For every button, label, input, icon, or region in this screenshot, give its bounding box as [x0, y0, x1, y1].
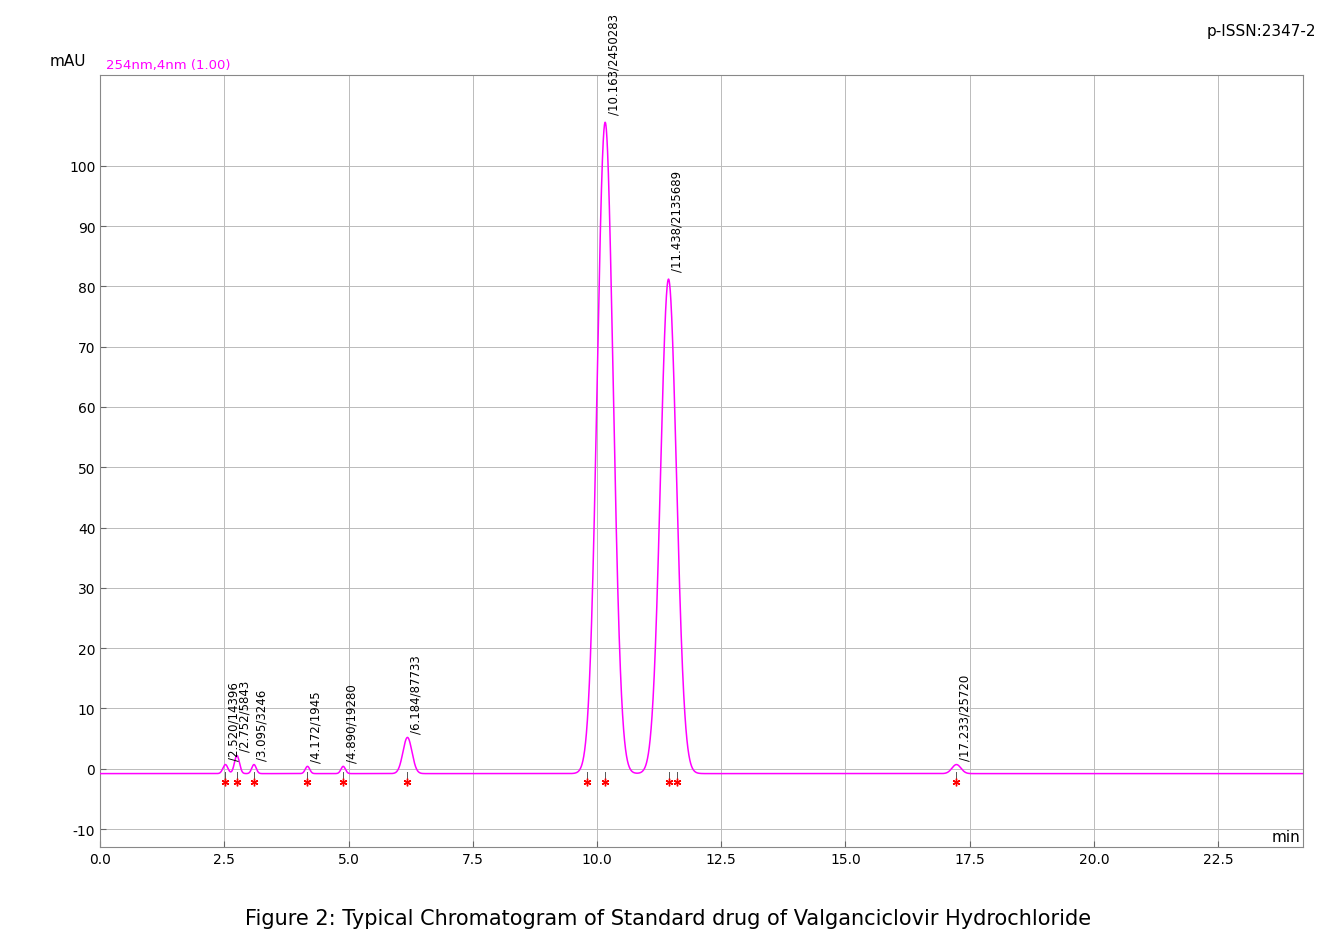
- Text: /4.890/19280: /4.890/19280: [345, 684, 358, 762]
- Text: /10.163/2450283: /10.163/2450283: [607, 14, 620, 115]
- Text: /11.438/2135689: /11.438/2135689: [671, 171, 684, 272]
- Text: /3.095/3246: /3.095/3246: [257, 688, 269, 760]
- Text: 254nm,4nm (1.00): 254nm,4nm (1.00): [107, 59, 231, 72]
- Text: /17.233/25720: /17.233/25720: [958, 674, 971, 760]
- Text: mAU: mAU: [49, 53, 87, 69]
- Text: /6.184/87733: /6.184/87733: [409, 654, 422, 733]
- Text: p-ISSN:2347-2: p-ISSN:2347-2: [1206, 24, 1316, 39]
- Text: Figure 2: Typical Chromatogram of Standard drug of Valganciclovir Hydrochloride: Figure 2: Typical Chromatogram of Standa…: [244, 908, 1092, 928]
- Text: /2.752/5843: /2.752/5843: [239, 680, 253, 751]
- Text: /2.520/14396: /2.520/14396: [227, 681, 240, 760]
- Text: min: min: [1272, 829, 1300, 844]
- Text: /4.172/1945: /4.172/1945: [310, 690, 322, 762]
